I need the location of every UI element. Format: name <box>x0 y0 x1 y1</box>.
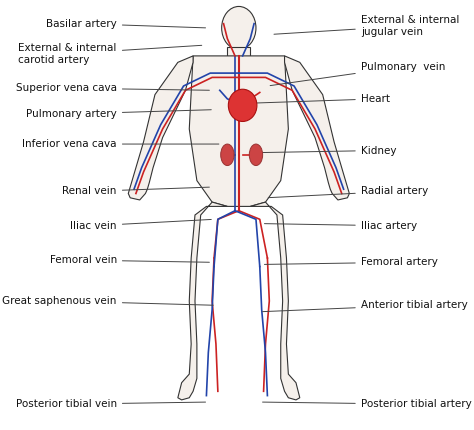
Text: Anterior tibial artery: Anterior tibial artery <box>263 300 467 312</box>
Text: Inferior vena cava: Inferior vena cava <box>22 139 219 149</box>
Ellipse shape <box>249 144 263 166</box>
Text: Kidney: Kidney <box>259 145 396 156</box>
Text: Great saphenous vein: Great saphenous vein <box>2 296 213 306</box>
Polygon shape <box>178 202 228 400</box>
Text: Superior vena cava: Superior vena cava <box>16 83 210 93</box>
Ellipse shape <box>222 6 256 49</box>
Text: Iliac artery: Iliac artery <box>264 221 417 231</box>
Text: Radial artery: Radial artery <box>268 186 428 198</box>
Polygon shape <box>189 56 288 206</box>
Text: Posterior tibial artery: Posterior tibial artery <box>263 399 472 409</box>
Text: Femoral vein: Femoral vein <box>50 255 210 265</box>
Text: External & internal
jugular vein: External & internal jugular vein <box>274 15 459 37</box>
Polygon shape <box>228 47 250 56</box>
Text: Pulmonary artery: Pulmonary artery <box>26 109 211 119</box>
Polygon shape <box>128 56 193 200</box>
Text: Pulmonary  vein: Pulmonary vein <box>270 61 445 86</box>
Text: Femoral artery: Femoral artery <box>264 257 438 267</box>
Text: Iliac vein: Iliac vein <box>70 219 211 231</box>
Ellipse shape <box>228 89 257 122</box>
Text: Posterior tibial vein: Posterior tibial vein <box>16 399 206 409</box>
Ellipse shape <box>221 144 234 166</box>
Polygon shape <box>284 56 349 200</box>
Polygon shape <box>250 202 300 400</box>
Text: Heart: Heart <box>253 94 390 104</box>
Text: Renal vein: Renal vein <box>63 186 210 197</box>
Text: Basilar artery: Basilar artery <box>46 18 206 29</box>
Text: External & internal
carotid artery: External & internal carotid artery <box>18 43 202 64</box>
